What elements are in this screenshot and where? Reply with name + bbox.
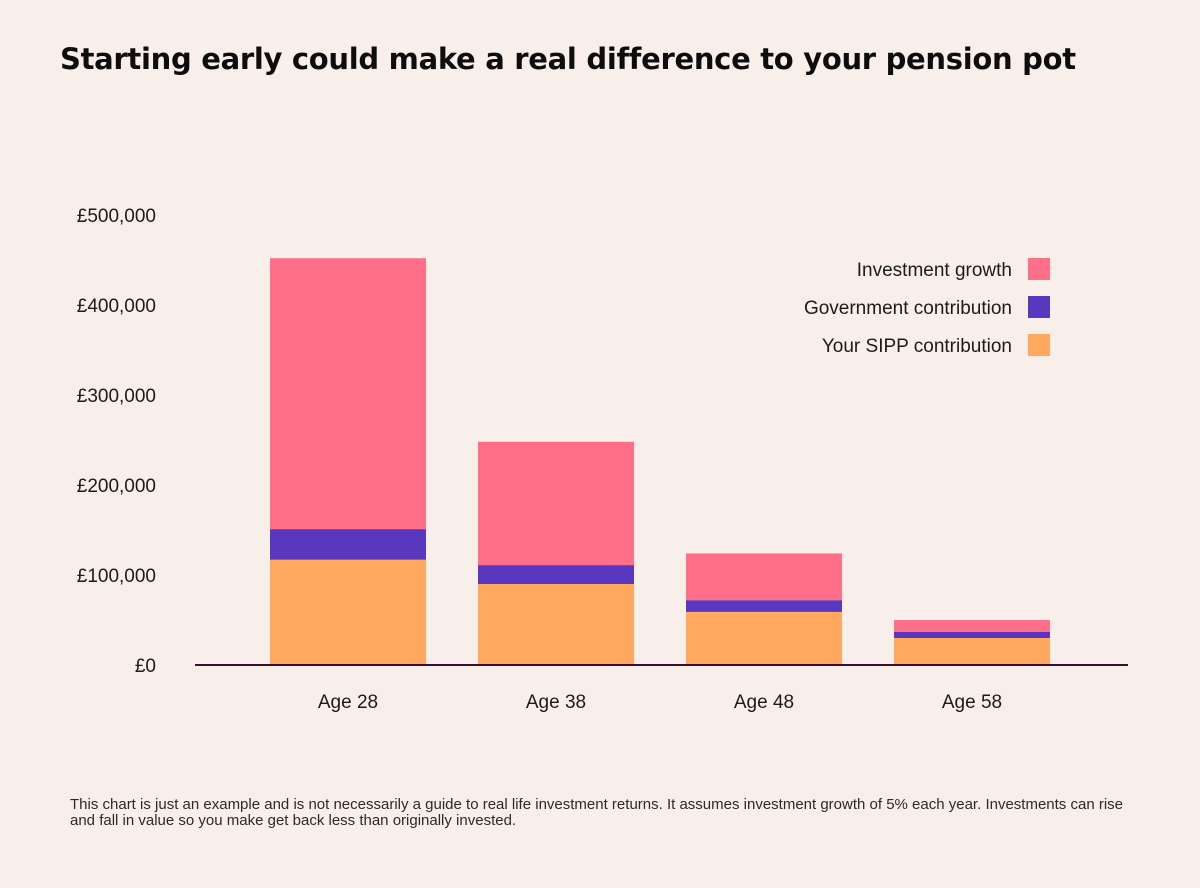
x-tick-label: Age 28: [318, 692, 378, 713]
legend-swatch: [1028, 258, 1050, 280]
legend-label: Investment growth: [857, 260, 1012, 281]
y-tick-label: £500,000: [77, 206, 156, 227]
bar-segment-your-sipp-contribution-age-48: [686, 611, 842, 665]
legend-label: Your SIPP contribution: [822, 336, 1012, 357]
chart-title: Starting early could make a real differe…: [60, 42, 1076, 76]
y-tick-label: £300,000: [77, 386, 156, 407]
bars: [270, 258, 1050, 665]
legend-item: Investment growth: [857, 258, 1050, 281]
legend: Investment growth Government contribution…: [804, 258, 1050, 357]
x-tick-label: Age 58: [942, 692, 1002, 713]
bar-segment-government-contribution-age-48: [686, 600, 842, 612]
legend-label: Government contribution: [804, 298, 1012, 319]
legend-swatch: [1028, 296, 1050, 318]
x-tick-label: Age 48: [734, 692, 794, 713]
legend-item: Government contribution: [804, 296, 1050, 319]
bar-segment-your-sipp-contribution-age-38: [478, 584, 634, 665]
y-tick-label: £0: [135, 656, 156, 677]
bar-segment-your-sipp-contribution-age-58: [894, 638, 1050, 665]
legend-swatch: [1028, 334, 1050, 356]
y-tick-label: £200,000: [77, 476, 156, 497]
bar-segment-government-contribution-age-38: [478, 565, 634, 584]
bar-segment-government-contribution-age-28: [270, 529, 426, 560]
bar-segment-investment-growth-age-58: [894, 620, 1050, 632]
y-tick-label: £400,000: [77, 296, 156, 317]
bar-segment-your-sipp-contribution-age-28: [270, 559, 426, 665]
x-axis-tick-labels: Age 28 Age 38 Age 48 Age 58: [318, 692, 1002, 713]
footnote-disclaimer: This chart is just an example and is not…: [70, 796, 1123, 829]
bar-segment-investment-growth-age-28: [270, 258, 426, 530]
x-tick-label: Age 38: [526, 692, 586, 713]
bar-segment-investment-growth-age-38: [478, 441, 634, 566]
bar-segment-government-contribution-age-58: [894, 631, 1050, 638]
bar-segment-investment-growth-age-48: [686, 553, 842, 601]
legend-item: Your SIPP contribution: [822, 334, 1050, 357]
y-axis-tick-labels: £0 £100,000 £200,000 £300,000 £400,000 £500,0…: [77, 206, 156, 677]
y-tick-label: £100,000: [77, 566, 156, 587]
